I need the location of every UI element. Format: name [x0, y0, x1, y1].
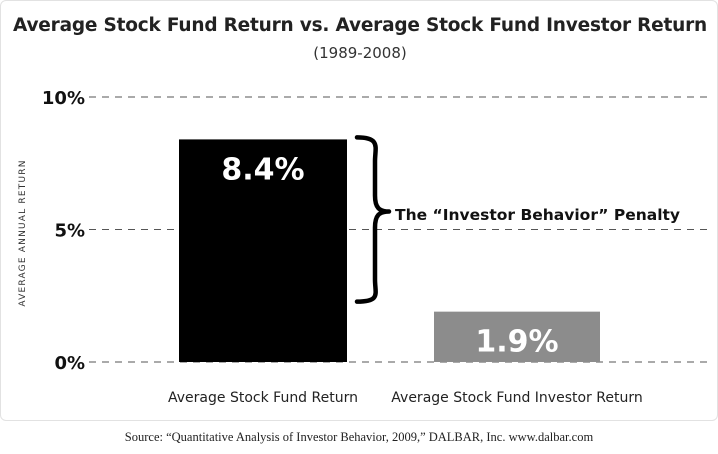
bar: [179, 139, 347, 362]
y-tick-label: 5%: [54, 221, 85, 242]
bar-data-label: 8.4%: [221, 152, 304, 187]
penalty-annotation: The “Investor Behavior” Penalty: [395, 206, 680, 224]
x-category-label: Average Stock Fund Investor Return: [391, 390, 642, 406]
x-category-label: Average Stock Fund Return: [168, 390, 358, 406]
source-note: Source: “Quantitative Analysis of Invest…: [124, 430, 594, 444]
bar-data-label: 1.9%: [475, 325, 558, 360]
penalty-brace: [354, 135, 392, 304]
chart-frame: Average Stock Fund Return vs. Average St…: [0, 0, 718, 421]
chart-title: Average Stock Fund Return vs. Average St…: [12, 15, 708, 36]
bar: [434, 311, 600, 362]
bar-chart: 0% 5% 10% AVERAGE ANNUAL RETURN 8.4% 1.9% A…: [18, 88, 707, 406]
y-tick-label: 0%: [54, 353, 85, 374]
y-axis-label: AVERAGE ANNUAL RETURN: [18, 159, 28, 306]
y-tick-label: 10%: [42, 88, 85, 109]
chart-subtitle: (1989-2008): [313, 44, 407, 62]
